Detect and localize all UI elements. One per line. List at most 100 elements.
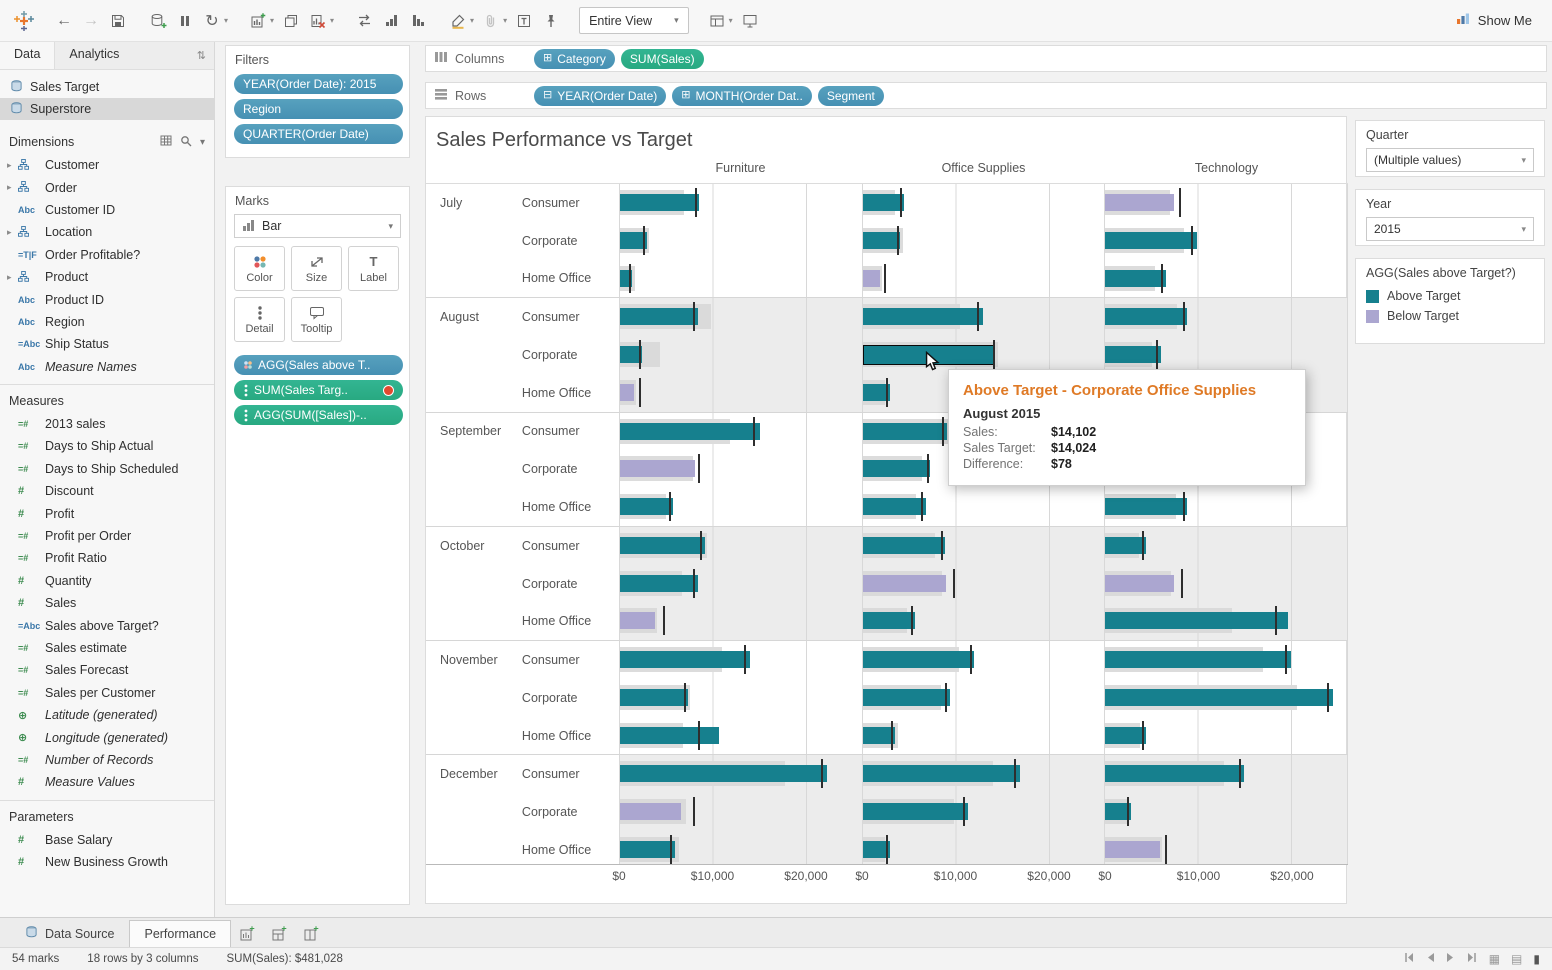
measure-profit[interactable]: # Profit [0,502,214,524]
duplicate-sheet-icon[interactable] [279,8,303,34]
sales-bar[interactable] [619,460,695,478]
new-worksheet-tab-icon[interactable] [231,921,263,947]
sales-bar[interactable] [1105,651,1292,669]
sales-bar[interactable] [1105,194,1175,211]
sales-bar[interactable] [862,383,890,401]
sales-bar[interactable] [619,498,673,516]
sales-bar[interactable] [619,612,655,630]
dimension-location[interactable]: ▸ Location [0,221,214,243]
sales-bar[interactable] [862,536,945,554]
measure-sales-estimate[interactable]: =# Sales estimate [0,637,214,659]
x-axis[interactable]: $0 $10,000 $20,000 $0 $10,000 $20,000 $0 $10,00… [426,869,1348,885]
marks-pill-agg-sum-sales[interactable]: AGG(SUM([Sales])-.. [234,405,403,425]
sort-descending-icon[interactable] [406,8,430,34]
measure-latitude-generated[interactable]: ⊕ Latitude (generated) [0,704,214,726]
sales-bar[interactable] [1105,803,1132,821]
sales-bar[interactable] [862,841,890,859]
dimension-measure-names[interactable]: Abc Measure Names [0,356,214,378]
marks-tooltip-button[interactable]: Tooltip [291,297,342,342]
marks-label-button[interactable]: T Label [348,246,399,291]
fullscreen-icon[interactable]: ▮ [1533,952,1540,966]
new-dashboard-tab-icon[interactable] [263,921,295,947]
dimension-order[interactable]: ▸ Order [0,176,214,198]
marks-pill-sum-sales-targ[interactable]: SUM(Sales Targ.. [234,380,403,400]
sales-bar[interactable] [1105,765,1245,783]
sales-bar[interactable] [619,194,699,211]
sales-bar[interactable] [619,688,688,706]
sales-bar[interactable] [862,765,1020,783]
swap-rows-columns-icon[interactable] [352,8,376,34]
filter-pill-quarter-order-date[interactable]: QUARTER(Order Date) [234,124,403,144]
pill-expander-icon[interactable]: ⊟ [543,89,553,101]
jump-start-icon[interactable] [1403,952,1415,966]
sales-bar[interactable] [619,841,675,859]
marks-detail-button[interactable]: Detail [234,297,285,342]
parameter-new-business-growth[interactable]: # New Business Growth [0,851,214,873]
measure-sales-above-target[interactable]: =Abc Sales above Target? [0,614,214,636]
dimension-customer-id[interactable]: Abc Customer ID [0,199,214,221]
dimension-ship-status[interactable]: =Abc Ship Status [0,333,214,355]
presentation-mode-icon[interactable] [738,8,762,34]
dimension-region[interactable]: Abc Region [0,311,214,333]
sales-bar[interactable] [862,574,946,592]
fit-dropdown[interactable]: Entire View ▾ [579,7,689,34]
sales-bar[interactable] [862,651,974,669]
sales-bar[interactable] [619,765,827,783]
measure-days-to-ship-actual[interactable]: =# Days to Ship Actual [0,435,214,457]
highlight-caret-icon[interactable]: ▾ [470,16,475,25]
measure-longitude-generated[interactable]: ⊕ Longitude (generated) [0,726,214,748]
parameter-base-salary[interactable]: # Base Salary [0,829,214,851]
film-view-icon[interactable]: ▤ [1511,952,1523,966]
save-icon[interactable] [106,8,130,34]
new-story-tab-icon[interactable] [295,921,327,947]
tab-analytics[interactable]: Analytics [69,47,120,61]
pause-auto-updates-icon[interactable] [173,8,197,34]
sales-bar[interactable] [619,536,705,554]
sales-bar[interactable] [862,726,895,744]
datasource-superstore[interactable]: Superstore [0,98,214,120]
dimension-product[interactable]: ▸ Product [0,266,214,288]
expand-caret-icon[interactable]: ▸ [7,226,12,237]
sales-bar[interactable] [1105,841,1161,859]
sales-bar[interactable] [1105,726,1147,744]
clear-sheet-icon[interactable] [306,8,330,34]
sales-bar[interactable] [619,231,647,249]
new-sheet-caret-icon[interactable]: ▾ [270,16,275,25]
new-datasource-icon[interactable] [146,8,170,34]
sales-bar[interactable] [862,194,904,211]
sales-bar[interactable] [619,574,698,592]
run-auto-update-icon[interactable]: ↻ [205,12,219,30]
marks-color-button[interactable]: Color [234,246,285,291]
expand-caret-icon[interactable]: ▸ [7,159,12,170]
dimension-order-profitable[interactable]: =T|F Order Profitable? [0,244,214,266]
sales-bar[interactable] [862,688,950,706]
sheet-tab-data-source[interactable]: Data Source [10,920,129,947]
pill-expander-icon[interactable]: ⊞ [543,52,553,64]
measure-sales[interactable]: # Sales [0,592,214,614]
filter-pill-year-order-date-2015[interactable]: YEAR(Order Date): 2015 [234,74,403,94]
find-field-icon[interactable] [180,135,192,150]
datasource-sales-target[interactable]: Sales Target [0,76,214,98]
mark-type-dropdown[interactable]: Bar ▾ [234,214,401,238]
filter-pill-region[interactable]: Region [234,99,403,119]
grid-view-icon[interactable]: ▦ [1488,952,1501,966]
new-worksheet-icon[interactable] [246,8,270,34]
sales-bar[interactable] [862,498,926,516]
sales-bar[interactable] [862,231,900,249]
quarter-filter-dropdown[interactable]: (Multiple values) ▾ [1366,148,1534,172]
rows-pill-year-order-date[interactable]: ⊟ YEAR(Order Date) [534,85,667,106]
measure-quantity[interactable]: # Quantity [0,570,214,592]
rows-shelf[interactable]: Rows ⊟ YEAR(Order Date) ⊞ MONTH(Order Dat..… [425,82,1547,109]
sales-bar[interactable] [862,422,947,440]
columns-pill-sum-sales[interactable]: SUM(Sales) [620,48,704,69]
sales-bar[interactable] [619,383,634,401]
sales-bar[interactable] [619,308,698,326]
measure-sales-per-customer[interactable]: =# Sales per Customer [0,682,214,704]
fields-menu-caret-icon[interactable]: ▾ [199,136,205,148]
sort-ascending-icon[interactable] [379,8,403,34]
undo-icon[interactable]: ← [56,11,72,29]
rows-pill-month-order-dat[interactable]: ⊞ MONTH(Order Dat.. [672,85,812,106]
expand-caret-icon[interactable]: ▸ [7,271,12,282]
sales-bar[interactable] [619,803,681,821]
tab-data[interactable]: Data [0,42,56,69]
